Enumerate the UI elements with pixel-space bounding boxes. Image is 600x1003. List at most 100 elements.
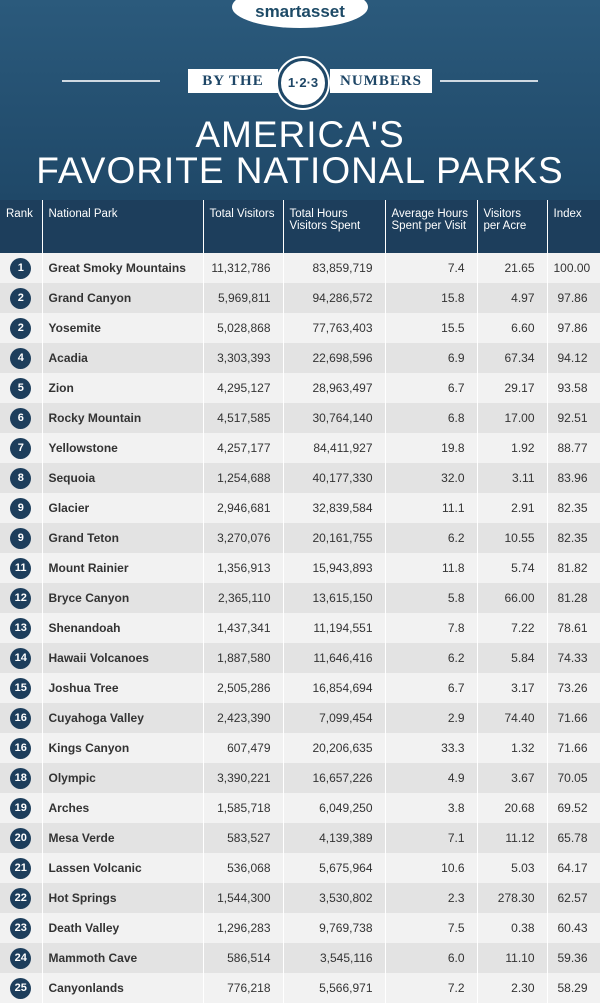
cell: 0.38 [477, 913, 548, 943]
cell: 70.05 [547, 763, 600, 793]
rank-cell: 16 [0, 703, 43, 733]
cell: 10.55 [477, 523, 548, 553]
cell: 6.7 [385, 373, 478, 403]
rank-badge: 11 [10, 557, 32, 579]
cell: 776,218 [203, 973, 284, 1003]
cell: 71.66 [547, 733, 600, 763]
cell: 2.30 [477, 973, 548, 1003]
rank-cell: 20 [0, 823, 43, 853]
rank-badge: 4 [10, 347, 32, 369]
cell: 11,194,551 [283, 613, 386, 643]
row: 21 Lassen Volcanic 536,068 5,675,964 10.6 5.0… [0, 853, 600, 883]
cell: 1.32 [477, 733, 548, 763]
cell: 5.8 [385, 583, 478, 613]
cell: 11,312,786 [203, 253, 284, 283]
rank-cell: 6 [0, 403, 43, 433]
park-name: Sequoia [42, 463, 204, 493]
row: 4 Acadia 3,303,393 22,698,596 6.9 67.34 94.12 [0, 343, 600, 373]
cell: 6.0 [385, 943, 478, 973]
rank-cell: 23 [0, 913, 43, 943]
cell: 11.8 [385, 553, 478, 583]
column-header: Visitors per Acre [477, 200, 548, 253]
cell: 30,764,140 [283, 403, 386, 433]
park-name: Cuyahoga Valley [42, 703, 204, 733]
park-name: Olympic [42, 763, 204, 793]
cell: 9,769,738 [283, 913, 386, 943]
cell: 6.9 [385, 343, 478, 373]
park-name: Mammoth Cave [42, 943, 204, 973]
row: 12 Bryce Canyon 2,365,110 13,615,150 5.8 66.0… [0, 583, 600, 613]
rank-badge: 14 [10, 647, 32, 669]
cell: 94,286,572 [283, 283, 386, 313]
park-name: Lassen Volcanic [42, 853, 204, 883]
cell: 65.78 [547, 823, 600, 853]
cell: 11.1 [385, 493, 478, 523]
row: 18 Olympic 3,390,221 16,657,226 4.9 3.67 70.05 [0, 763, 600, 793]
rank-cell: 14 [0, 643, 43, 673]
rank-badge: 18 [10, 767, 32, 789]
rank-cell: 25 [0, 973, 43, 1003]
cell: 3,270,076 [203, 523, 284, 553]
row: 6 Rocky Mountain 4,517,585 30,764,140 6.8 17.… [0, 403, 600, 433]
cell: 7.4 [385, 253, 478, 283]
column-header: Average Hours Spent per Visit [385, 200, 478, 253]
rank-cell: 13 [0, 613, 43, 643]
cell: 81.82 [547, 553, 600, 583]
cell: 7.22 [477, 613, 548, 643]
cell: 3,530,802 [283, 883, 386, 913]
rank-badge: 9 [10, 527, 32, 549]
park-name: Rocky Mountain [42, 403, 204, 433]
row: 13 Shenandoah 1,437,341 11,194,551 7.8 7.22 78… [0, 613, 600, 643]
cell: 74.40 [477, 703, 548, 733]
cell: 1,887,580 [203, 643, 284, 673]
rank-badge: 8 [10, 467, 32, 489]
cell: 1,585,718 [203, 793, 284, 823]
rank-badge: 21 [10, 857, 32, 879]
row: 22 Hot Springs 1,544,300 3,530,802 2.3 278.30… [0, 883, 600, 913]
logo: smartasset [232, 0, 368, 28]
cell: 59.36 [547, 943, 600, 973]
cell: 74.33 [547, 643, 600, 673]
rank-cell: 12 [0, 583, 43, 613]
row: 2 Yosemite 5,028,868 77,763,403 15.5 6.60 97.8… [0, 313, 600, 343]
rank-badge: 23 [10, 917, 32, 939]
rank-badge: 9 [10, 497, 32, 519]
park-name: Grand Teton [42, 523, 204, 553]
rank-badge: 7 [10, 437, 32, 459]
row: 2 Grand Canyon 5,969,811 94,286,572 15.8 4.97… [0, 283, 600, 313]
row: 5 Zion 4,295,127 28,963,497 6.7 29.17 93.58 [0, 373, 600, 403]
cell: 19.8 [385, 433, 478, 463]
cell: 1,296,283 [203, 913, 284, 943]
cell: 17.00 [477, 403, 548, 433]
rank-cell: 24 [0, 943, 43, 973]
cell: 6.2 [385, 523, 478, 553]
cell: 58.29 [547, 973, 600, 1003]
column-header: Total Visitors [203, 200, 284, 253]
park-name: Hawaii Volcanoes [42, 643, 204, 673]
cell: 3.11 [477, 463, 548, 493]
cell: 4,517,585 [203, 403, 284, 433]
rank-badge: 20 [10, 827, 32, 849]
cell: 11.12 [477, 823, 548, 853]
cell: 3,545,116 [283, 943, 386, 973]
rank-badge: 2 [10, 287, 32, 309]
rank-cell: 2 [0, 313, 43, 343]
rank-cell: 8 [0, 463, 43, 493]
cell: 16,854,694 [283, 673, 386, 703]
cell: 3.17 [477, 673, 548, 703]
cell: 6.2 [385, 643, 478, 673]
cell: 10.6 [385, 853, 478, 883]
cell: 5,028,868 [203, 313, 284, 343]
column-header: National Park [42, 200, 204, 253]
row: 16 Kings Canyon 607,479 20,206,635 33.3 1.32 7… [0, 733, 600, 763]
cell: 583,527 [203, 823, 284, 853]
rule [62, 80, 160, 82]
cell: 2.91 [477, 493, 548, 523]
park-name: Glacier [42, 493, 204, 523]
cell: 1,356,913 [203, 553, 284, 583]
rank-badge: 1 [10, 257, 32, 279]
cell: 94.12 [547, 343, 600, 373]
cell: 1,544,300 [203, 883, 284, 913]
cell: 2,946,681 [203, 493, 284, 523]
cell: 4,257,177 [203, 433, 284, 463]
